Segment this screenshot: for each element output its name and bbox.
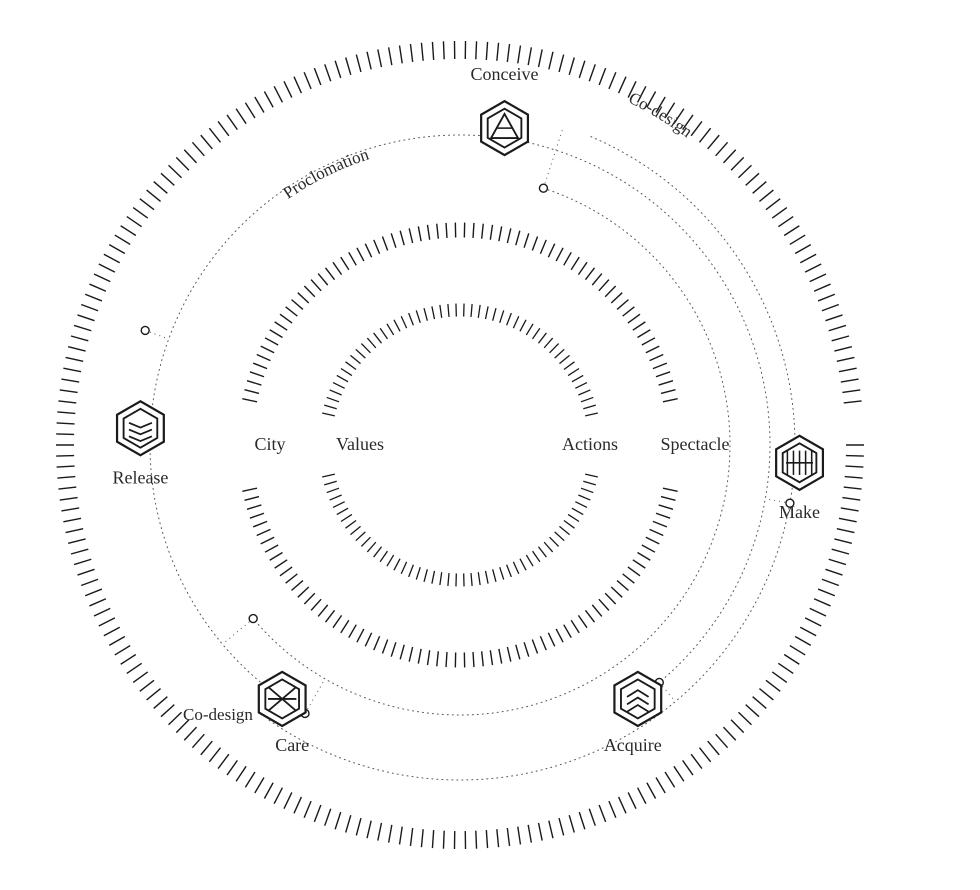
- ring-label-inner_left: Values: [336, 434, 384, 454]
- node-label-acquire: Acquire: [604, 735, 662, 755]
- node-label-conceive: Conceive: [471, 64, 539, 84]
- ring-label-inner_right: Actions: [562, 434, 618, 454]
- dotted-arc-1: [150, 135, 770, 713]
- layers-hex-icon: [117, 401, 164, 455]
- dotted-arc-2: [268, 137, 795, 780]
- node-label-care: Care: [275, 735, 309, 755]
- connector-dot-0: [539, 184, 547, 192]
- curved-label-1: Co-design: [626, 88, 697, 141]
- node-care: Care: [259, 672, 309, 755]
- extra-label-0: Co-design: [183, 705, 253, 724]
- connector-line-0: [543, 126, 563, 188]
- ring-label-mid_left: City: [254, 434, 285, 454]
- cross-hex-icon: [259, 672, 306, 726]
- circular-diagram: Conceive Make Acquire Care Release Values Acti…: [0, 0, 980, 890]
- node-conceive: Conceive: [471, 64, 539, 155]
- curved-label-0: Proclomation: [279, 144, 371, 202]
- dotted-arc-0: [253, 188, 730, 715]
- connector-line-1: [223, 619, 254, 645]
- grid-hex-icon: [776, 436, 823, 490]
- ring-label-mid_right: Spectacle: [661, 434, 730, 454]
- node-label-release: Release: [112, 467, 168, 487]
- node-label-make: Make: [779, 502, 820, 522]
- connector-dot-1: [249, 615, 257, 623]
- triangle-hex-icon: [481, 101, 528, 155]
- connector-line-2: [305, 679, 325, 714]
- node-acquire: Acquire: [604, 672, 662, 755]
- node-release: Release: [112, 401, 168, 487]
- connector-dot-5: [141, 326, 149, 334]
- node-make: Make: [776, 436, 823, 522]
- tick-ring-outer: [56, 41, 864, 849]
